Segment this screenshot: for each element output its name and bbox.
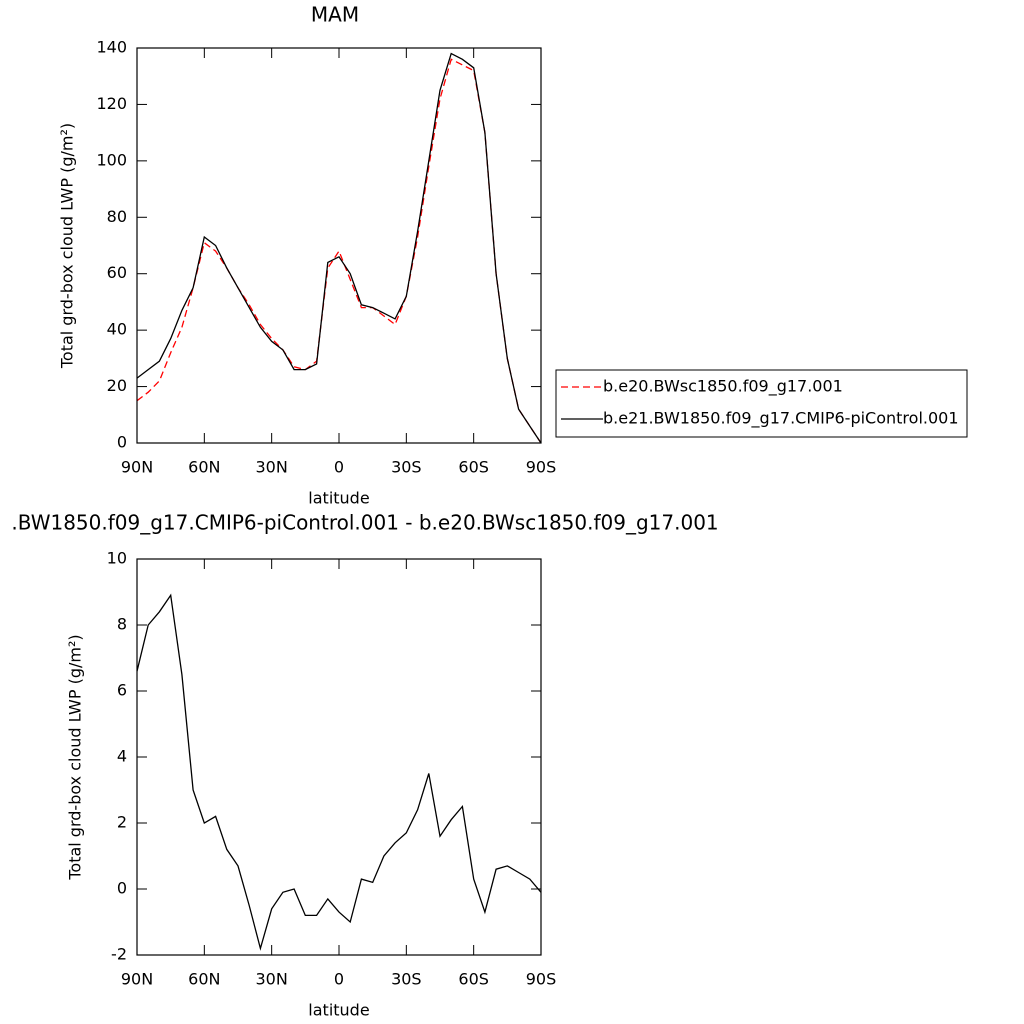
data-line <box>136 58 542 444</box>
y-tick-label: -2 <box>111 945 127 964</box>
y-tick-label: 10 <box>107 549 127 568</box>
chart-title: MAM <box>311 3 359 27</box>
y-tick-label: 60 <box>107 263 127 282</box>
x-tick-label: 30S <box>391 970 422 989</box>
x-tick-label: 90S <box>526 458 557 477</box>
legend-box <box>555 369 968 438</box>
y-axis-label: Total grd-box cloud LWP (g/m²) <box>58 123 77 369</box>
y-tick-label: 40 <box>107 320 127 339</box>
chart-title: .BW1850.f09_g17.CMIP6-piControl.001 - b.… <box>11 511 718 535</box>
x-tick-label: 90N <box>121 970 153 989</box>
y-tick-label: 80 <box>107 207 127 226</box>
y-tick-label: 120 <box>96 94 127 113</box>
plot-frame <box>136 47 542 444</box>
x-tick-label: 30N <box>256 458 288 477</box>
x-tick-label: 60N <box>188 970 220 989</box>
y-tick-label: 0 <box>117 433 127 452</box>
x-tick-label: 0 <box>334 458 344 477</box>
y-tick-label: 100 <box>96 150 127 169</box>
data-line <box>136 52 542 444</box>
plot-frame <box>136 558 542 956</box>
x-tick-label: 0 <box>334 970 344 989</box>
x-tick-label: 90N <box>121 458 153 477</box>
x-tick-label: 90S <box>526 970 557 989</box>
legend-label: b.e21.BW1850.f09_g17.CMIP6-piControl.001 <box>603 409 959 429</box>
y-axis-label: Total grd-box cloud LWP (g/m²) <box>66 634 85 880</box>
y-tick-label: 2 <box>117 813 127 832</box>
x-tick-label: 30N <box>256 970 288 989</box>
legend-label: b.e20.BWsc1850.f09_g17.001 <box>603 377 843 397</box>
x-axis-label: latitude <box>308 489 369 508</box>
x-tick-label: 60S <box>458 970 489 989</box>
y-tick-label: 8 <box>117 615 127 634</box>
y-tick-label: 4 <box>117 747 127 766</box>
x-tick-label: 60N <box>188 458 220 477</box>
y-tick-label: 20 <box>107 376 127 395</box>
y-tick-label: 0 <box>117 879 127 898</box>
x-tick-label: 60S <box>458 458 489 477</box>
x-axis-label: latitude <box>308 1001 369 1020</box>
x-tick-label: 30S <box>391 458 422 477</box>
y-tick-label: 6 <box>117 681 127 700</box>
data-line <box>136 593 542 951</box>
y-tick-label: 140 <box>96 38 127 57</box>
